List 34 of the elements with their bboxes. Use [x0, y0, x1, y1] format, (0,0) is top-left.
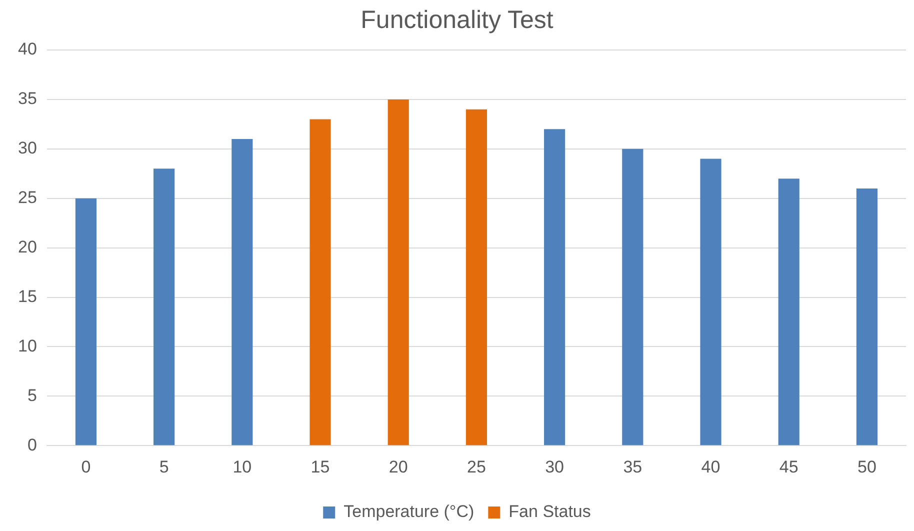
y-tick-label: 20 — [18, 237, 37, 256]
x-tick-label: 40 — [701, 457, 720, 476]
y-tick-label: 25 — [18, 188, 37, 208]
x-tick-label: 15 — [310, 457, 330, 476]
x-tick-label: 5 — [159, 457, 169, 476]
legend-label: Temperature (°C) — [344, 502, 474, 522]
x-tick-label: 30 — [545, 457, 564, 476]
y-tick-label: 5 — [27, 386, 37, 405]
y-tick-label: 0 — [27, 435, 37, 454]
bar — [466, 109, 487, 446]
bar — [232, 139, 253, 446]
bar — [856, 188, 878, 446]
x-tick-label: 20 — [388, 457, 408, 476]
legend-label: Fan Status — [508, 502, 591, 522]
x-tick-label: 45 — [779, 457, 798, 476]
y-tick-label: 35 — [18, 89, 37, 108]
x-tick-label: 0 — [81, 457, 91, 476]
bar — [388, 99, 409, 446]
y-tick-label: 30 — [18, 138, 37, 158]
bar — [622, 148, 644, 446]
y-tick-label: 40 — [18, 40, 37, 59]
x-tick-label: 10 — [232, 457, 252, 476]
bar — [700, 158, 722, 446]
y-tick-label: 10 — [18, 336, 37, 356]
bar — [544, 129, 566, 446]
x-tick-label: 50 — [857, 457, 876, 476]
bar — [310, 119, 331, 446]
x-tick-label: 35 — [623, 457, 642, 476]
bar — [154, 168, 175, 446]
y-tick-label: 15 — [18, 286, 37, 306]
bar — [75, 198, 96, 446]
bar — [778, 178, 800, 446]
chart-title: Functionality Test — [360, 6, 554, 34]
x-tick-label: 25 — [466, 457, 486, 476]
